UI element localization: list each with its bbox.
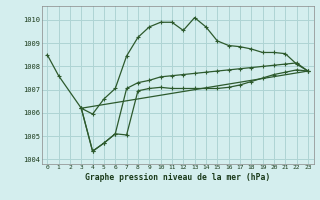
X-axis label: Graphe pression niveau de la mer (hPa): Graphe pression niveau de la mer (hPa) xyxy=(85,173,270,182)
